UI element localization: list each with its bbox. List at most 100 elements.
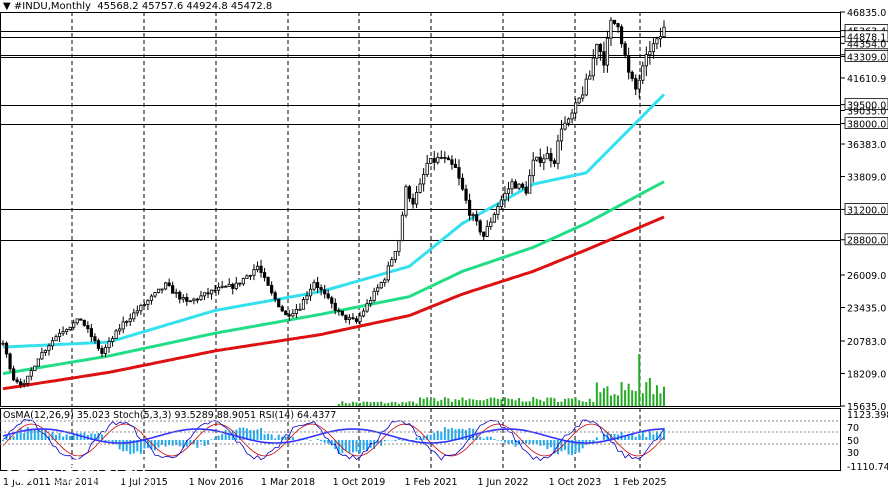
candle	[644, 46, 648, 77]
candle-body	[213, 289, 217, 292]
candle-body	[323, 289, 327, 295]
candle	[605, 30, 610, 73]
candle	[379, 281, 383, 290]
menu-triangle-icon[interactable]: ▼	[3, 1, 11, 12]
candle	[602, 41, 606, 73]
price-axis: 46835.045363.444878.144354.043450.043309…	[840, 0, 888, 491]
volume-bar	[631, 390, 634, 406]
volume-bar	[362, 401, 365, 406]
ema-fast-line	[2, 93, 666, 349]
candle	[400, 211, 405, 242]
candle-body	[549, 153, 553, 162]
candle	[110, 335, 115, 347]
candle-body	[340, 310, 344, 316]
candle-body	[220, 285, 224, 288]
volume-bar	[503, 397, 506, 406]
brand-watermark: instaforex Instant Forex Trading	[6, 448, 176, 488]
osma-bar	[199, 440, 202, 442]
osma-bar	[309, 440, 312, 441]
volume-bar	[578, 400, 581, 406]
candle-body	[552, 160, 557, 164]
osma-bar	[419, 438, 422, 440]
candle	[308, 283, 313, 302]
candle-body	[167, 282, 171, 287]
time-axis-label: 1 Mar 2014	[45, 477, 99, 488]
candle	[86, 321, 90, 333]
candle	[47, 343, 51, 356]
candle	[220, 280, 224, 289]
candle	[478, 219, 482, 236]
candle	[528, 169, 532, 194]
candle-body	[496, 206, 500, 215]
candle-body	[89, 328, 93, 338]
volume-bar	[648, 378, 651, 406]
volume-bar	[588, 398, 591, 406]
osma-bar	[157, 440, 160, 448]
volume-bar	[514, 400, 517, 406]
candle	[287, 309, 291, 321]
candle-body	[591, 57, 595, 77]
volume-bar	[376, 402, 379, 406]
volume-bar	[645, 382, 648, 406]
osma-bar	[47, 435, 50, 440]
osma-bar	[549, 440, 552, 448]
osma-bar	[624, 435, 627, 440]
volume-bar	[454, 399, 457, 406]
candle-body	[330, 297, 334, 304]
osma-bar	[401, 440, 404, 441]
candle-body	[531, 159, 535, 177]
osma-bar	[171, 440, 174, 446]
volume-bar	[489, 397, 492, 406]
price-axis-label: 41610.9	[847, 74, 886, 85]
volume-bar	[546, 397, 549, 406]
candle	[217, 282, 221, 295]
osma-bar	[489, 436, 492, 440]
volume-bar	[419, 397, 422, 406]
volume-bar	[525, 401, 528, 406]
candle	[262, 267, 267, 282]
osma-bar	[40, 428, 43, 440]
candle	[68, 326, 72, 332]
osma-bar	[277, 434, 280, 440]
candle	[54, 334, 58, 342]
candle	[29, 367, 33, 381]
volume-bar	[609, 395, 612, 406]
candle-body	[397, 240, 401, 252]
osma-bar	[122, 440, 125, 452]
candle-body	[29, 370, 33, 377]
volume-bar	[528, 401, 531, 406]
candle	[153, 291, 157, 298]
price-axis-label: 20783.0	[847, 337, 886, 348]
osma-bar	[104, 440, 107, 442]
osma-bar	[454, 429, 457, 440]
osma-bar	[210, 439, 213, 440]
price-label-box	[844, 203, 888, 215]
brand-tagline: Instant Forex Trading	[47, 475, 153, 486]
osma-bar	[450, 427, 453, 440]
candle-body	[61, 331, 65, 334]
candle-body	[464, 188, 468, 201]
volume-bar	[351, 401, 354, 406]
osma-bar	[69, 435, 72, 440]
candle	[386, 261, 390, 283]
osma-bar	[182, 440, 185, 448]
candle	[209, 289, 214, 300]
osma-bar	[153, 440, 156, 451]
volume-bar	[549, 397, 552, 406]
osma-bar	[37, 428, 40, 440]
osma-bar	[178, 440, 181, 447]
candle-body	[308, 288, 313, 297]
volume-bar	[655, 385, 658, 406]
indicator-axis-label: 50	[847, 436, 859, 447]
osma-bar	[270, 434, 273, 440]
candle-body	[284, 310, 288, 316]
volume-bar	[404, 402, 407, 406]
volume-bar	[663, 386, 665, 406]
candle	[627, 47, 631, 80]
candle	[623, 40, 627, 59]
candle	[383, 277, 387, 287]
volume-bar	[468, 398, 471, 406]
candle-body	[255, 265, 260, 271]
price-label-box	[844, 50, 888, 62]
osma-bar	[475, 433, 478, 440]
